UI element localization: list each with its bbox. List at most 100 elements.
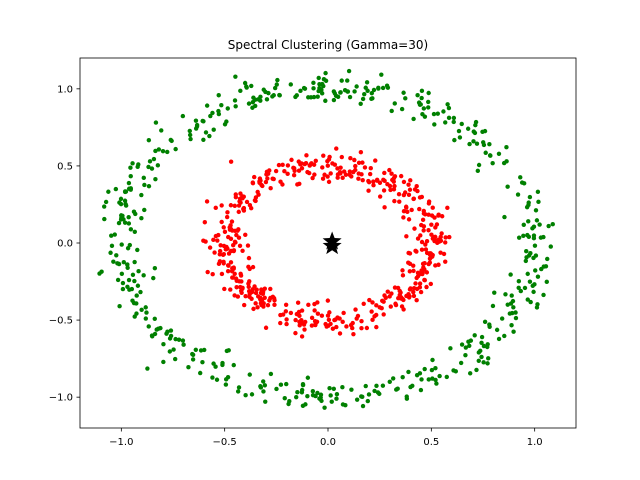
scatter-point: [420, 261, 426, 267]
scatter-point: [363, 383, 368, 389]
scatter-point: [443, 240, 448, 245]
scatter-point: [422, 278, 427, 283]
data-points: [97, 68, 555, 410]
scatter-point: [370, 317, 375, 323]
scatter-point: [233, 194, 239, 200]
scatter-point: [419, 95, 424, 101]
scatter-point: [214, 377, 220, 382]
scatter-point: [345, 78, 350, 83]
scatter-point: [232, 98, 238, 103]
scatter-point: [261, 389, 266, 394]
scatter-point: [383, 295, 388, 300]
scatter-point: [141, 273, 146, 278]
scatter-point: [295, 389, 300, 395]
scatter-point: [338, 165, 343, 170]
scatter-point: [381, 188, 387, 193]
scatter-point: [135, 283, 141, 288]
scatter-point: [288, 82, 293, 87]
scatter-point: [424, 239, 430, 244]
scatter-point: [441, 109, 446, 114]
scatter-point: [534, 305, 540, 310]
scatter-point: [132, 314, 137, 319]
scatter-point: [296, 168, 302, 173]
scatter-point: [433, 263, 438, 268]
scatter-point: [119, 215, 124, 220]
scatter-point: [228, 287, 233, 292]
scatter-point: [202, 220, 208, 225]
scatter-point: [515, 192, 521, 197]
scatter-point: [243, 393, 248, 398]
scatter-point: [364, 325, 370, 331]
scatter-point: [404, 205, 409, 210]
scatter-point: [293, 94, 298, 100]
scatter-point: [106, 189, 111, 194]
scatter-point: [426, 377, 431, 382]
scatter-point: [370, 96, 375, 101]
scatter-point: [323, 78, 329, 83]
scatter-point: [246, 264, 251, 270]
scatter-point: [244, 85, 249, 90]
scatter-point: [219, 102, 224, 108]
scatter-point: [426, 99, 431, 105]
scatter-point: [236, 385, 242, 390]
scatter-point: [200, 359, 205, 365]
scatter-point: [472, 333, 477, 338]
scatter-point: [263, 399, 268, 404]
scatter-point: [243, 293, 248, 299]
scatter-point: [252, 198, 258, 203]
scatter-point: [473, 122, 478, 128]
scatter-point: [171, 347, 176, 352]
scatter-point: [316, 88, 321, 94]
scatter-point: [382, 205, 387, 210]
scatter-point: [505, 302, 510, 307]
scatter-point: [246, 101, 252, 106]
scatter-point: [271, 176, 276, 182]
scatter-point: [332, 317, 337, 323]
scatter-point: [530, 283, 535, 288]
scatter-point: [274, 386, 279, 392]
scatter-point: [146, 164, 151, 170]
scatter-point: [524, 249, 529, 254]
scatter-point: [398, 173, 404, 179]
scatter-point: [412, 187, 418, 192]
scatter-point: [212, 250, 217, 255]
scatter-point: [360, 96, 366, 102]
y-tick-label: −0.5: [49, 316, 73, 327]
scatter-point: [490, 303, 496, 309]
scatter-point: [167, 349, 173, 354]
scatter-point: [320, 165, 325, 170]
scatter-point: [366, 178, 371, 184]
scatter-point: [392, 101, 397, 106]
scatter-point: [286, 401, 291, 407]
scatter-point: [221, 225, 226, 230]
scatter-point: [159, 128, 164, 133]
scatter-point: [371, 179, 376, 184]
scatter-point: [258, 178, 263, 183]
scatter-point: [317, 396, 322, 401]
scatter-point: [119, 242, 124, 247]
scatter-point: [391, 175, 397, 181]
scatter-point: [432, 122, 437, 127]
scatter-point: [389, 171, 394, 176]
scatter-point: [311, 80, 316, 86]
scatter-point: [494, 327, 500, 333]
scatter-point: [441, 251, 447, 257]
scatter-point: [414, 286, 420, 292]
scatter-point: [335, 175, 340, 180]
scatter-point: [231, 362, 236, 368]
scatter-point: [284, 317, 289, 322]
scatter-point: [298, 88, 303, 94]
scatter-point: [550, 222, 555, 227]
scatter-point: [271, 93, 276, 98]
scatter-point: [153, 120, 159, 125]
scatter-point: [113, 186, 119, 192]
scatter-point: [415, 93, 420, 98]
scatter-point: [130, 161, 135, 166]
scatter-point: [217, 252, 222, 257]
scatter-point: [478, 348, 483, 354]
scatter-point: [233, 74, 238, 79]
scatter-point: [247, 294, 252, 300]
scatter-point: [305, 375, 311, 380]
scatter-point: [537, 222, 542, 227]
scatter-point: [371, 87, 377, 93]
